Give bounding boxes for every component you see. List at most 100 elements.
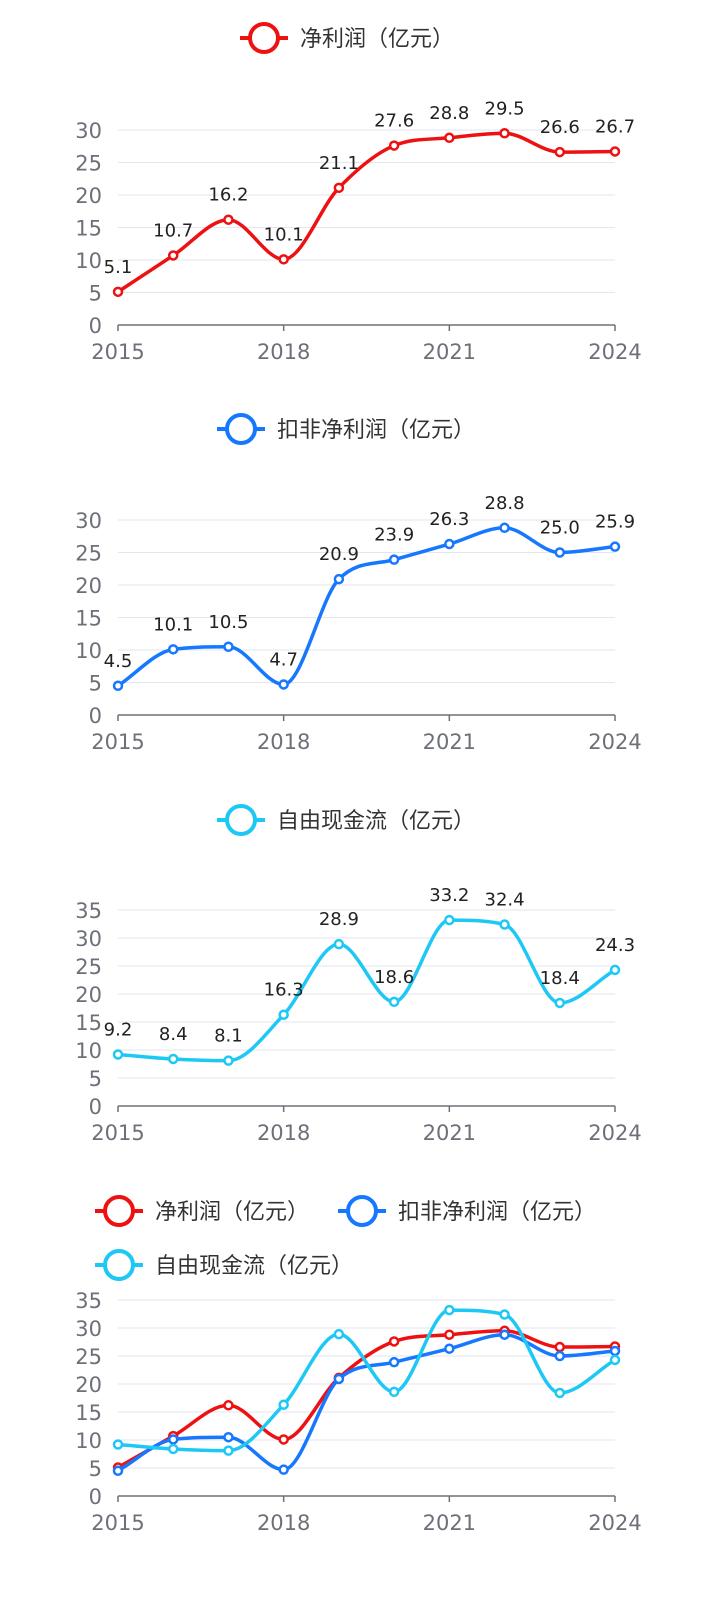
data-point[interactable] bbox=[167, 1053, 179, 1065]
data-point[interactable] bbox=[278, 1434, 289, 1445]
data-point[interactable] bbox=[444, 132, 455, 144]
y-tick-label: 5 bbox=[89, 1067, 102, 1091]
data-point[interactable] bbox=[554, 997, 566, 1009]
data-point[interactable] bbox=[609, 964, 621, 976]
data-label: 8.4 bbox=[159, 1024, 188, 1045]
y-tick-label: 35 bbox=[75, 899, 102, 923]
data-point[interactable] bbox=[223, 1400, 234, 1411]
data-label: 32.4 bbox=[485, 890, 525, 911]
data-point[interactable] bbox=[499, 1309, 510, 1320]
data-point[interactable] bbox=[554, 1350, 566, 1362]
data-point[interactable] bbox=[388, 1336, 400, 1347]
data-point[interactable] bbox=[223, 1445, 234, 1456]
data-point[interactable] bbox=[223, 641, 234, 652]
legend-marker-icon bbox=[103, 1195, 135, 1227]
data-point[interactable] bbox=[112, 680, 124, 691]
data-point[interactable] bbox=[223, 1431, 234, 1443]
data-point[interactable] bbox=[444, 1343, 455, 1354]
data-point[interactable] bbox=[167, 1434, 179, 1445]
data-point[interactable] bbox=[499, 919, 510, 930]
chart-legend: 净利润（亿元） bbox=[240, 22, 454, 54]
x-tick-label: 2018 bbox=[257, 730, 310, 754]
legend-label: 扣非净利润（亿元） bbox=[398, 1200, 596, 1225]
data-point[interactable] bbox=[333, 1373, 345, 1385]
data-point[interactable] bbox=[167, 644, 179, 655]
data-point[interactable] bbox=[112, 1439, 124, 1450]
y-tick-label: 20 bbox=[75, 574, 102, 598]
y-tick-label: 15 bbox=[75, 217, 102, 241]
data-point[interactable] bbox=[333, 1328, 345, 1340]
data-point[interactable] bbox=[278, 1399, 289, 1410]
x-tick-label: 2018 bbox=[257, 1511, 310, 1535]
data-point[interactable] bbox=[444, 1304, 455, 1316]
data-point[interactable] bbox=[112, 1465, 124, 1477]
data-point[interactable] bbox=[499, 1329, 510, 1340]
series-line-net_profit bbox=[117, 131, 616, 294]
data-point[interactable] bbox=[609, 541, 621, 552]
data-point[interactable] bbox=[333, 938, 345, 950]
data-label: 9.2 bbox=[104, 1019, 133, 1040]
y-tick-label: 10 bbox=[75, 639, 102, 663]
y-tick-label: 0 bbox=[89, 1095, 102, 1119]
data-point[interactable] bbox=[388, 1356, 400, 1368]
legend-label: 自由现金流（亿元） bbox=[155, 1254, 353, 1279]
data-point[interactable] bbox=[499, 128, 510, 139]
data-point[interactable] bbox=[278, 254, 289, 265]
x-tick-label: 2015 bbox=[91, 1121, 144, 1145]
data-label: 28.8 bbox=[485, 493, 525, 514]
y-tick-label: 10 bbox=[75, 1429, 102, 1453]
y-tick-label: 20 bbox=[75, 983, 102, 1007]
data-point[interactable] bbox=[609, 1345, 621, 1357]
y-tick-label: 20 bbox=[75, 184, 102, 208]
data-point[interactable] bbox=[444, 538, 455, 550]
y-tick-label: 25 bbox=[75, 1345, 102, 1369]
data-label: 26.6 bbox=[540, 117, 580, 138]
data-point[interactable] bbox=[112, 1049, 124, 1060]
y-tick-label: 35 bbox=[75, 1289, 102, 1313]
y-tick-label: 5 bbox=[89, 672, 102, 696]
data-point[interactable] bbox=[223, 1055, 234, 1066]
series-line-net_profit bbox=[117, 1329, 616, 1469]
y-tick-label: 5 bbox=[89, 1457, 102, 1481]
data-point[interactable] bbox=[333, 573, 345, 585]
data-point[interactable] bbox=[609, 146, 621, 157]
data-point[interactable] bbox=[278, 1009, 289, 1020]
data-point[interactable] bbox=[554, 1387, 566, 1399]
data-point[interactable] bbox=[388, 1386, 400, 1398]
data-point[interactable] bbox=[609, 1354, 621, 1366]
y-tick-label: 15 bbox=[75, 607, 102, 631]
data-point[interactable] bbox=[278, 679, 289, 690]
data-point[interactable] bbox=[499, 522, 510, 534]
data-point[interactable] bbox=[388, 140, 400, 151]
data-point[interactable] bbox=[388, 554, 400, 565]
y-tick-label: 15 bbox=[75, 1401, 102, 1425]
data-point[interactable] bbox=[278, 1464, 289, 1475]
series-line-fcf bbox=[117, 918, 616, 1063]
x-tick-label: 2018 bbox=[257, 1121, 310, 1145]
x-tick-label: 2024 bbox=[588, 340, 641, 364]
y-tick-label: 30 bbox=[75, 927, 102, 951]
data-point[interactable] bbox=[554, 1341, 566, 1353]
data-point[interactable] bbox=[554, 547, 566, 558]
data-label: 26.7 bbox=[595, 116, 635, 137]
data-label: 10.1 bbox=[153, 614, 193, 635]
data-label: 20.9 bbox=[319, 544, 359, 565]
data-point[interactable] bbox=[167, 250, 179, 261]
x-tick-label: 2021 bbox=[423, 730, 476, 754]
data-point[interactable] bbox=[554, 146, 566, 158]
data-point[interactable] bbox=[167, 1443, 179, 1455]
data-point[interactable] bbox=[444, 1329, 455, 1340]
legend-label: 净利润（亿元） bbox=[155, 1200, 309, 1225]
data-point[interactable] bbox=[333, 182, 345, 194]
data-point[interactable] bbox=[223, 214, 234, 225]
y-tick-label: 30 bbox=[75, 1317, 102, 1341]
data-point[interactable] bbox=[444, 914, 455, 926]
data-point[interactable] bbox=[388, 996, 400, 1008]
y-tick-label: 20 bbox=[75, 1373, 102, 1397]
y-tick-label: 15 bbox=[75, 1011, 102, 1035]
data-label: 16.2 bbox=[208, 185, 248, 206]
chart-legend: 净利润（亿元） 扣非净利润（亿元） 自由现金流（亿元） bbox=[95, 1195, 596, 1281]
line-chart-1: 净利润（亿元） 0 5 10 15 20 25 30 2015 2018 2021 2024 5.1 10… bbox=[75, 22, 642, 364]
data-point[interactable] bbox=[112, 286, 124, 298]
legend-label: 自由现金流（亿元） bbox=[277, 809, 475, 834]
